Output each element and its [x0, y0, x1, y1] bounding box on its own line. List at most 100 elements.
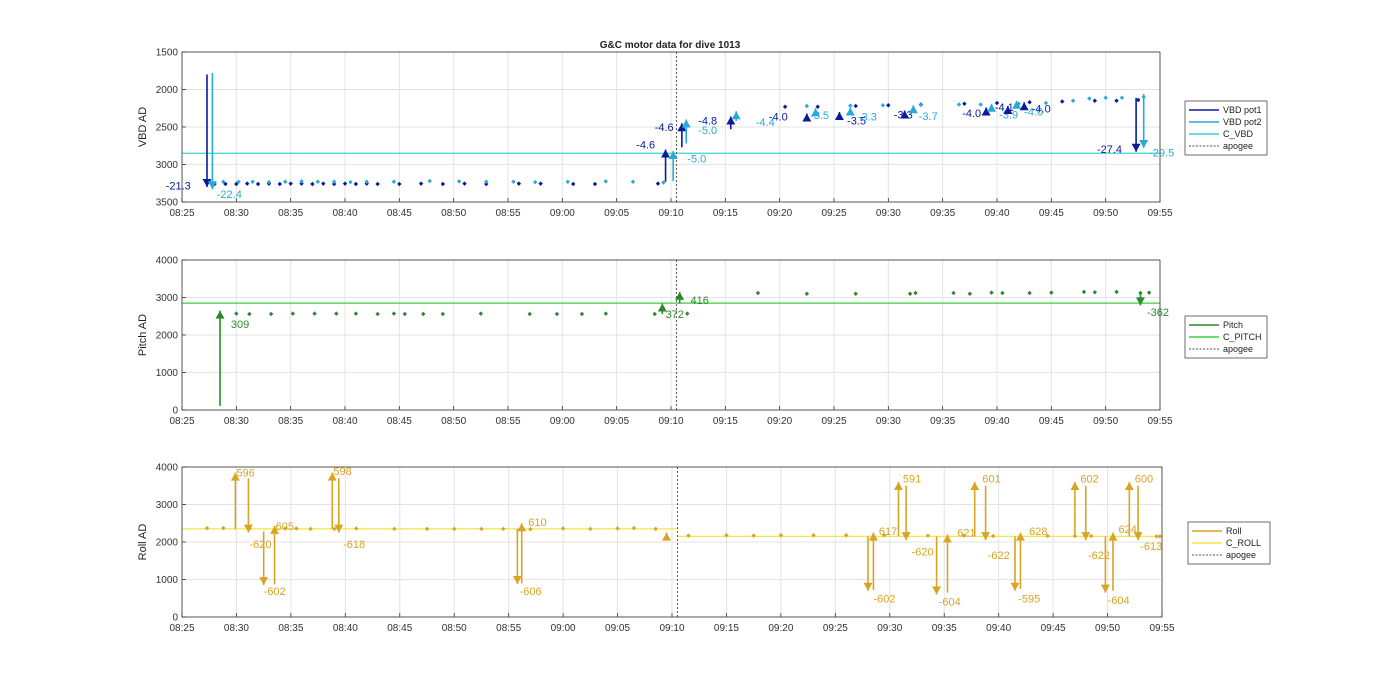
- vbd-move-label: -4.8: [698, 115, 717, 127]
- pitch-x-tick-label: 09:40: [984, 416, 1009, 427]
- vbd-x-tick-label: 08:45: [387, 208, 412, 219]
- roll-roll-move-arrowhead: [1133, 532, 1143, 541]
- vbd-vbd-pot1-point: [245, 181, 250, 186]
- roll-y-tick-label: 3000: [156, 500, 179, 511]
- vbd-vbd-pot2-point: [565, 179, 570, 184]
- vbd-vbd-pot1-point: [321, 181, 326, 186]
- vbd-move-label: -22.4: [217, 189, 242, 201]
- vbd-vbd-pot1-point: [571, 181, 576, 187]
- vbd-vbd-pot1-move-arrowhead: [661, 149, 671, 158]
- roll-move-label: 601: [982, 473, 1000, 485]
- vbd-legend-label-apogee: apogee: [1223, 141, 1253, 151]
- pitch-pitch-point: [853, 291, 858, 296]
- vbd-vbd-pot1-point: [484, 181, 489, 187]
- pitch-x-tick-label: 08:25: [169, 416, 194, 427]
- vbd-move-label: -5.0: [698, 125, 717, 137]
- roll-roll-move-arrowhead: [270, 525, 280, 534]
- vbd-vbd-pot2-point: [978, 102, 983, 107]
- vbd-vbd-pot1-point: [397, 181, 402, 187]
- roll-roll-point: [1089, 533, 1094, 539]
- roll-roll-point: [528, 527, 533, 532]
- pitch-pitch-point: [1114, 289, 1119, 295]
- vbd-vbd-pot2-move-arrowhead: [845, 107, 855, 116]
- pitch-pitch-point: [290, 311, 296, 316]
- pitch-move-label: 309: [231, 319, 249, 331]
- vbd-vbd-pot2-point: [283, 179, 288, 184]
- pitch-y-tick-label: 1000: [156, 368, 179, 379]
- pitch-legend-label-c-pitch: C_PITCH: [1223, 332, 1262, 342]
- vbd-vbd-pot1-point: [592, 181, 598, 187]
- vbd-vbd-pot1-point: [1136, 97, 1141, 103]
- roll-move-label: -606: [520, 586, 542, 598]
- roll-roll-point: [283, 526, 288, 531]
- roll-roll-move-arrowhead: [230, 472, 240, 481]
- roll-roll-move-arrowhead: [932, 586, 942, 595]
- vbd-x-tick-label: 09:25: [821, 208, 846, 219]
- roll-x-tick-label: 08:45: [387, 623, 412, 634]
- roll-roll-point: [1157, 534, 1163, 539]
- roll-move-label: 610: [528, 517, 546, 529]
- pitch-x-tick-label: 09:05: [604, 416, 629, 427]
- vbd-vbd-pot2-point: [918, 102, 924, 108]
- roll-x-tick-label: 09:10: [659, 623, 684, 634]
- vbd-vbd-pot2-move-arrowhead: [681, 119, 691, 128]
- vbd-vbd-pot1-point: [815, 104, 820, 109]
- pitch-pitch-point: [967, 291, 973, 296]
- vbd-vbd-pot1-point: [1114, 98, 1119, 103]
- roll-roll-point: [221, 525, 226, 531]
- pitch-x-tick-label: 08:55: [495, 416, 520, 427]
- vbd-x-tick-label: 09:40: [984, 208, 1009, 219]
- pitch-x-tick-label: 09:35: [930, 416, 955, 427]
- roll-move-label: -604: [1108, 595, 1130, 607]
- vbd-vbd-pot2-point: [1043, 100, 1049, 106]
- pitch-move-label: 416: [691, 295, 709, 307]
- vbd-move-label: -4.1: [995, 102, 1014, 114]
- vbd-axes-frame: [181, 51, 1161, 203]
- vbd-vbd-pot1-move-arrowhead: [202, 179, 212, 187]
- roll-y-axis-label: Roll AD: [137, 524, 149, 561]
- vbd-x-tick-label: 09:55: [1147, 208, 1172, 219]
- pitch-move-label: 372: [666, 309, 684, 321]
- vbd-vbd-pot1-point: [418, 181, 424, 186]
- vbd-vbd-pot2-point: [1016, 101, 1021, 106]
- roll-move-label: 600: [1135, 473, 1153, 485]
- pitch-x-tick-label: 09:10: [658, 416, 683, 427]
- vbd-vbd-pot1-point: [375, 181, 380, 187]
- roll-move-label: -604: [939, 596, 961, 608]
- pitch-x-tick-label: 09:55: [1147, 416, 1172, 427]
- roll-roll-point: [882, 533, 887, 538]
- roll-roll-move-arrowhead: [942, 534, 952, 543]
- roll-roll-point: [354, 526, 359, 531]
- vbd-move-label: -3.9: [999, 109, 1018, 121]
- roll-move-label: -622: [1088, 550, 1110, 562]
- vbd-vbd-pot1-point: [538, 181, 543, 186]
- vbd-vbd-pot2-point: [804, 103, 810, 109]
- pitch-pitch-point: [652, 311, 657, 317]
- vbd-vbd-pot1-point: [310, 181, 315, 187]
- pitch-x-tick-label: 09:20: [767, 416, 792, 427]
- pitch-pitch-point: [1027, 290, 1032, 296]
- roll-roll-move-arrowhead: [1081, 532, 1091, 541]
- vbd-x-tick-label: 09:50: [1093, 208, 1118, 219]
- pitch-pitch-point: [913, 290, 918, 296]
- pitch-pitch-move-arrowhead: [675, 291, 685, 300]
- vbd-y-tick-label: 1500: [156, 48, 179, 59]
- vbd-vbd-pot2-point: [266, 179, 272, 185]
- roll-roll-move-arrowhead: [901, 532, 911, 541]
- pitch-x-tick-label: 08:30: [224, 416, 249, 427]
- vbd-vbd-pot1-point: [853, 103, 858, 109]
- roll-move-label: -595: [1018, 593, 1040, 605]
- vbd-vbd-pot1-point: [886, 103, 891, 108]
- pitch-y-axis-label: Pitch AD: [137, 314, 149, 356]
- vbd-vbd-pot2-point: [456, 179, 462, 184]
- vbd-x-tick-label: 09:10: [658, 208, 683, 219]
- roll-roll-move-arrowhead: [1010, 582, 1020, 591]
- vbd-vbd-pot1-point: [353, 181, 359, 187]
- roll-x-tick-label: 09:40: [986, 623, 1011, 634]
- roll-move-label: 596: [236, 468, 254, 480]
- roll-x-tick-label: 09:30: [877, 623, 902, 634]
- vbd-vbd-pot1-point: [299, 181, 304, 186]
- roll-y-tick-label: 4000: [156, 463, 179, 474]
- roll-roll-move-arrowhead: [259, 577, 269, 586]
- pitch-pitch-point: [907, 291, 913, 296]
